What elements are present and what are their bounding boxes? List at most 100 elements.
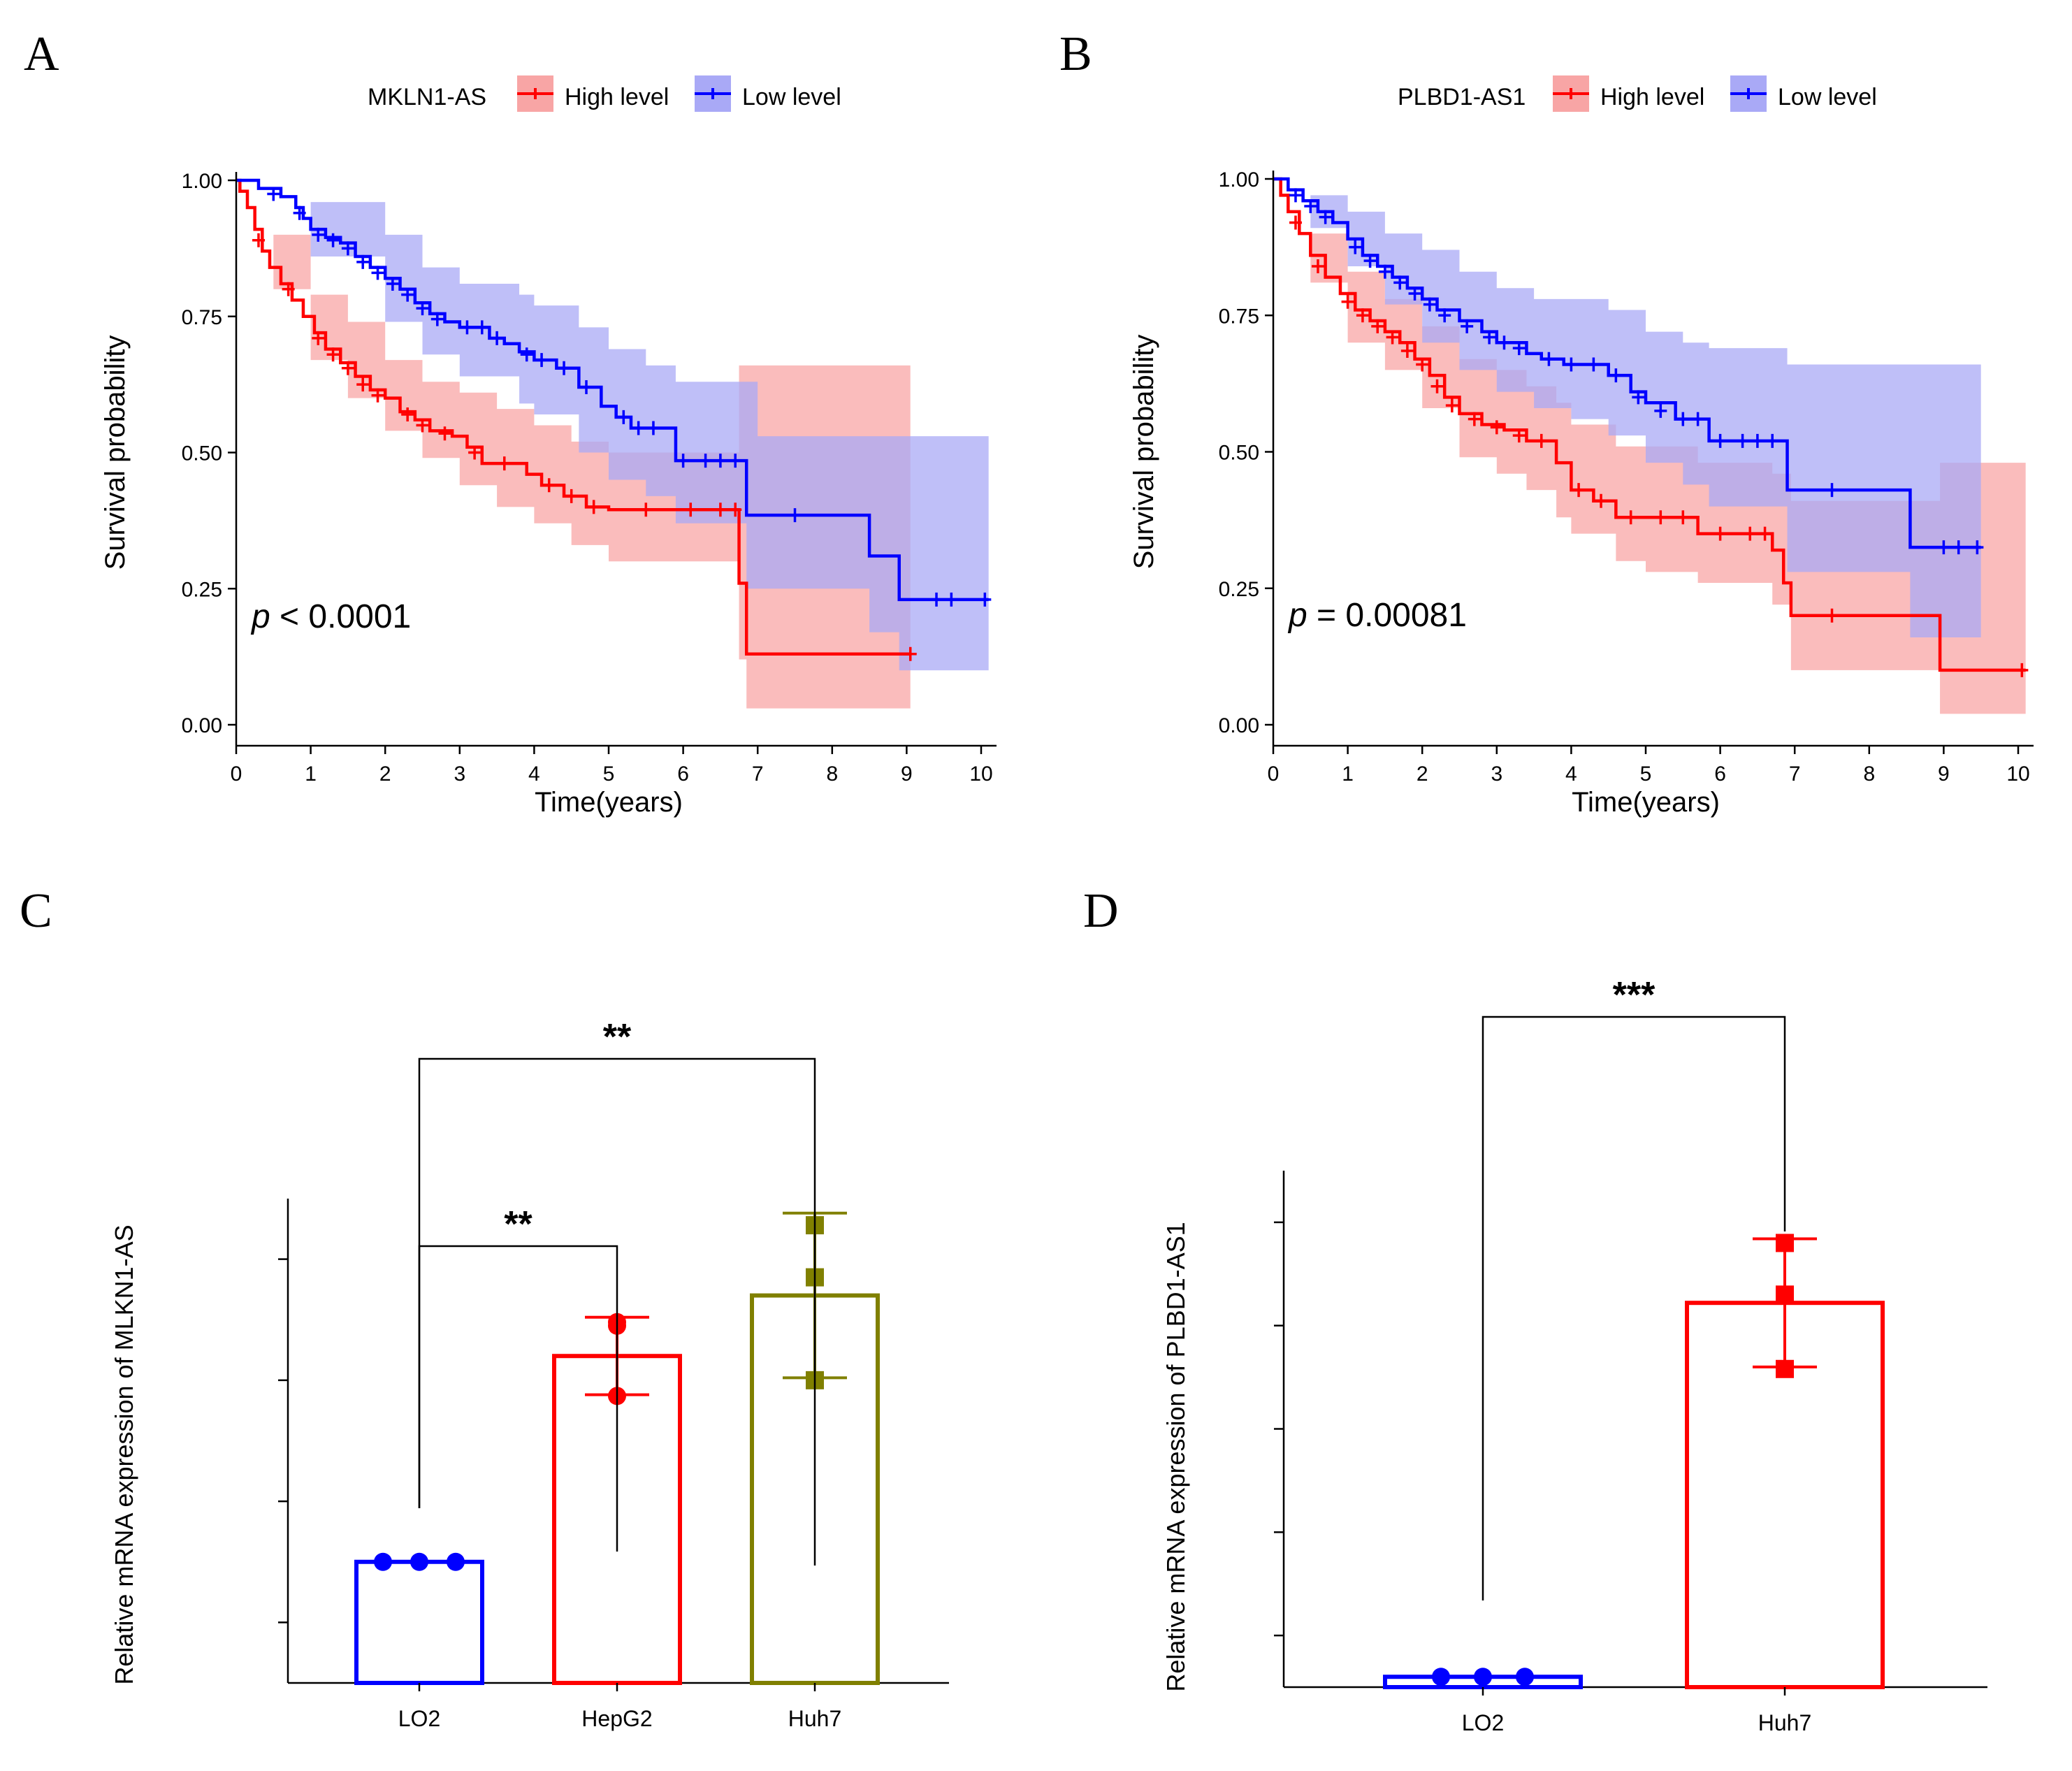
p-value: p < 0.0001 [250,598,411,635]
significance-label: *** [1613,975,1656,1015]
y-tick-label: 0.75 [1219,305,1259,328]
censor-mark-low [430,312,444,326]
bar-chart-c: Relative mRNA expression of MLKN1-AS LO2 H… [110,1017,949,1731]
x-tick-label: 8 [1863,762,1875,786]
survival-chart-a: MKLN1-AS High level Low level 0 1 2 3 4 5 6 7 8 9 10 0… [100,75,997,818]
ci-band-high [236,180,911,709]
censor-mark-low [1565,357,1578,372]
censor-mark-high [1386,330,1399,345]
censor-mark-low [788,508,802,523]
x-tick-label: 10 [2006,762,2029,786]
censor-mark-high [729,503,742,517]
censor-mark-low [293,205,306,220]
y-axis-label: Relative mRNA expression of MLKN1-AS [110,1224,138,1684]
censor-mark-low [1423,297,1436,312]
survival-curve-low [1273,177,1981,549]
bar-lo2 [354,1559,484,1685]
significance-label: ** [603,1017,632,1057]
censor-mark-low [1691,412,1704,426]
censor-mark-low [491,331,504,345]
censor-mark-low [1363,254,1377,268]
censor-mark-high [416,418,429,433]
censor-mark-high [312,331,325,345]
legend-censor-mark [1743,88,1754,99]
x-tick-label: 0 [231,762,242,786]
censor-mark-high [282,282,295,296]
censor-mark-high [1512,428,1526,443]
y-tick-label: 1.00 [182,170,222,193]
x-tick-label-lo2: LO2 [1462,1710,1504,1735]
y-axis-label: Survival probability [1129,335,1159,570]
survival-curve-high [1273,177,2026,672]
censor-mark-high [713,503,727,517]
censor-mark-low [1751,433,1764,448]
censor-mark-low [401,287,414,302]
censor-mark-high [1341,294,1354,309]
bar-group-lo2 [354,1552,484,1685]
censor-mark-low [1587,357,1600,372]
censor-mark-low [676,454,690,468]
x-tick-label-hepg2: HepG2 [581,1706,652,1731]
panel-d: D Relative mRNA expression of PLBD1-AS1 L… [1036,853,2072,1771]
censor-mark-high [252,233,265,247]
x-tick-label: 4 [1565,762,1577,786]
x-tick-label: 5 [1640,762,1652,786]
censor-mark-low [1289,188,1302,203]
censor-mark-low [475,320,488,335]
censor-mark-low [1498,335,1511,350]
censor-mark-low [1349,240,1362,254]
censor-mark-high [468,445,481,460]
legend: MKLN1-AS High level Low level [368,75,841,112]
legend-label: Low level [742,84,841,110]
panel-c: C Relative mRNA expression of MLKN1-AS LO… [0,853,1036,1771]
censor-mark-low [1609,368,1623,383]
censor-mark-low [1319,210,1332,224]
x-tick-label: 1 [1342,762,1354,786]
censor-mark-low [461,320,474,335]
censor-mark-high [1825,608,1839,623]
censor-mark-high [2015,663,2029,677]
censor-mark-high [1490,420,1503,435]
censor-mark-low [341,241,354,256]
data-point [410,1552,428,1571]
censor-mark-low [699,454,712,468]
censor-mark-low [580,380,593,395]
x-tick-label: 8 [826,762,838,786]
censor-mark-low [535,353,549,368]
censor-mark-high [1744,526,1757,541]
censor-mark-low [945,592,958,607]
censor-mark-low [1971,540,1984,555]
bar-group-huh7 [1685,1234,1885,1689]
ci-band-low [1273,179,1981,638]
bar-group-lo2 [1383,1668,1583,1689]
censor-mark-high [1572,483,1586,498]
panel-letter: A [24,27,59,81]
censor-mark-low [1461,319,1474,333]
censor-mark-low [416,301,429,316]
x-tick-label: 7 [1789,762,1801,786]
legend-key-high: High level [1553,75,1704,112]
censor-mark-high [1445,398,1458,413]
censor-mark-high [542,478,556,493]
survival-chart-b: PLBD1-AS1 High level Low level 0 1 2 3 4 5 6 7 8 9 10… [1129,75,2034,818]
censor-mark-high [1654,510,1667,525]
data-point [1776,1234,1794,1252]
y-tick-label: 0.25 [1219,578,1259,601]
x-tick-label-lo2: LO2 [398,1706,440,1731]
x-tick-label: 2 [379,762,391,786]
data-point [447,1552,465,1571]
x-tick-label: 10 [969,762,992,786]
legend-censor-mark [1565,88,1577,99]
censor-mark-high [401,407,414,421]
x-axis-label: Time(years) [535,787,683,818]
censor-mark-high [1311,259,1324,273]
censor-mark-high [1416,357,1429,372]
censor-mark-high [1468,412,1481,426]
censor-mark-low [1736,433,1749,448]
x-tick-label: 3 [454,762,465,786]
censor-mark-low [1438,308,1451,323]
x-tick-label: 2 [1417,762,1428,786]
censor-mark-high [1289,215,1302,230]
p-value-symbol: p [250,598,270,635]
censor-mark-low [371,266,384,280]
